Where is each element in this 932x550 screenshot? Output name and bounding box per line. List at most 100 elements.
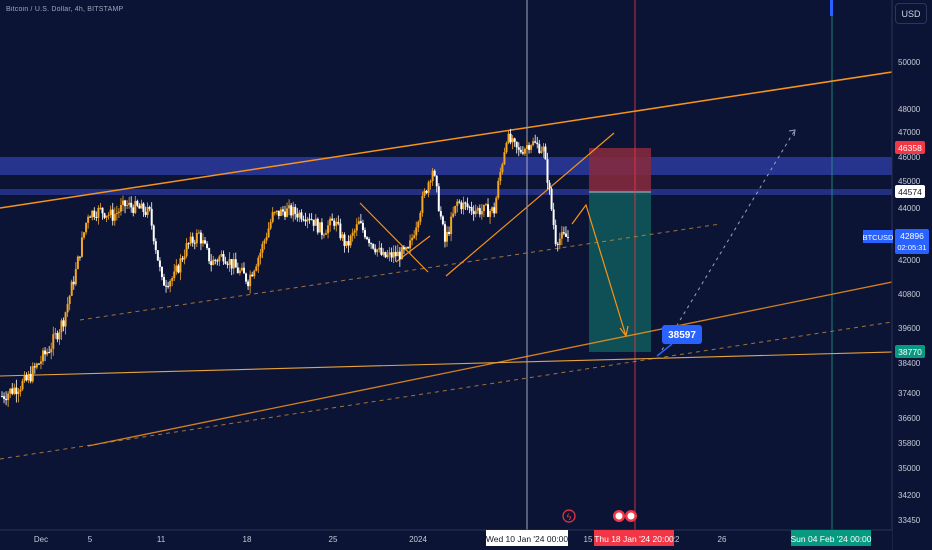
candle-body	[509, 133, 512, 143]
lightning-event-icon[interactable]	[562, 509, 576, 523]
resistance-zone	[0, 157, 892, 175]
candle-body	[304, 219, 307, 222]
candle-body	[489, 210, 492, 217]
candle-body	[142, 203, 145, 213]
candle-body	[111, 209, 114, 221]
candle-body	[253, 270, 256, 277]
candle-body	[548, 182, 551, 189]
candle-body	[431, 170, 434, 181]
time-tick-label: 11	[157, 535, 166, 544]
candle-body	[181, 258, 184, 260]
candle-body	[173, 271, 176, 279]
candle-body	[183, 256, 186, 260]
candle-body	[21, 380, 24, 390]
green-time-label: Sun 04 Feb '24 00:00	[790, 534, 871, 544]
dashed-mid-trendline[interactable]	[79, 223, 721, 321]
candle-body	[101, 207, 104, 214]
price-tick-label: 35000	[898, 464, 921, 473]
time-axis-background	[0, 530, 892, 550]
candle-body	[493, 207, 496, 214]
candle-body	[409, 240, 412, 249]
candle-body	[197, 232, 200, 234]
candle-body	[193, 242, 196, 244]
lower-channel-trendline[interactable]	[87, 281, 893, 447]
candle-body	[76, 256, 79, 270]
candle-body	[134, 200, 137, 213]
candle-body	[523, 148, 526, 154]
candle-body	[39, 361, 42, 364]
price-tick-label: 39600	[898, 324, 921, 333]
candle-body	[298, 212, 301, 218]
dashed-lower-trendline[interactable]	[0, 321, 893, 460]
candle-body	[462, 202, 465, 210]
candle-body	[382, 252, 385, 255]
price-tick-label: 46000	[898, 153, 921, 162]
candle-body	[103, 213, 106, 218]
candle-body	[470, 207, 473, 212]
candle-body	[52, 334, 55, 349]
candle-body	[349, 235, 352, 246]
candle-body	[95, 216, 98, 218]
candle-body	[439, 211, 442, 217]
candle-body	[511, 138, 514, 143]
stop-loss-zone	[589, 148, 651, 192]
candle-body	[517, 147, 520, 150]
candle-body	[308, 218, 311, 220]
candle-body	[441, 216, 444, 225]
currency-button[interactable]: USD	[895, 3, 927, 24]
projected-recovery-line[interactable]	[661, 129, 796, 351]
candle-body	[376, 249, 379, 253]
candle-body	[534, 141, 537, 143]
crosshair-time-label: Wed 10 Jan '24 00:00	[486, 534, 569, 544]
candle-body	[491, 207, 494, 211]
candle-body	[423, 190, 426, 196]
candle-body	[9, 388, 12, 394]
candle-body	[165, 285, 168, 287]
candle-body	[390, 252, 393, 258]
target-price-label-bg	[895, 345, 925, 358]
candle-body	[251, 274, 254, 277]
crosshair-time-label-bg	[486, 530, 568, 546]
candle-body	[224, 261, 227, 264]
candle-body	[160, 266, 163, 277]
projected-move-arrow[interactable]	[571, 203, 627, 337]
candle-body	[425, 190, 428, 193]
time-tick-label: Dec	[34, 535, 48, 544]
horizontal-support-line[interactable]	[0, 351, 893, 377]
candle-body	[402, 247, 405, 250]
candlestick-series	[1, 128, 569, 407]
price-callout-box[interactable]	[662, 325, 702, 344]
flag-line-upper[interactable]	[359, 202, 429, 273]
price-tick-label: 33450	[898, 516, 921, 525]
time-tick-label: 5	[88, 535, 93, 544]
countdown-label: 02:05:31	[897, 243, 926, 252]
upper-channel-trendline[interactable]	[0, 71, 893, 209]
candle-body	[214, 259, 217, 261]
candle-body	[195, 233, 198, 244]
candle-body	[222, 254, 225, 262]
price-tick-label: 37400	[898, 389, 921, 398]
rising-wedge-line[interactable]	[445, 132, 615, 277]
time-axis[interactable]: Dec511182520248152226F	[0, 529, 892, 550]
candle-body	[337, 221, 340, 224]
candle-body	[497, 180, 500, 198]
candle-body	[208, 248, 211, 262]
candle-body	[83, 232, 86, 238]
candle-body	[154, 241, 157, 251]
candle-body	[288, 205, 291, 209]
candle-body	[419, 212, 422, 222]
candle-body	[15, 387, 18, 395]
candle-body	[138, 205, 141, 209]
candle-body	[265, 237, 268, 241]
candle-body	[3, 396, 6, 399]
candle-body	[560, 232, 563, 239]
candle-body	[322, 234, 325, 236]
candle-body	[341, 234, 344, 239]
candle-body	[109, 209, 112, 215]
candle-body	[415, 227, 418, 236]
price-axis[interactable]: 50000 48000 47000 46000 45000 44000 42000 40800…	[891, 0, 932, 550]
candle-body	[42, 350, 45, 362]
candle-body	[70, 281, 73, 296]
candle-body	[126, 205, 129, 207]
